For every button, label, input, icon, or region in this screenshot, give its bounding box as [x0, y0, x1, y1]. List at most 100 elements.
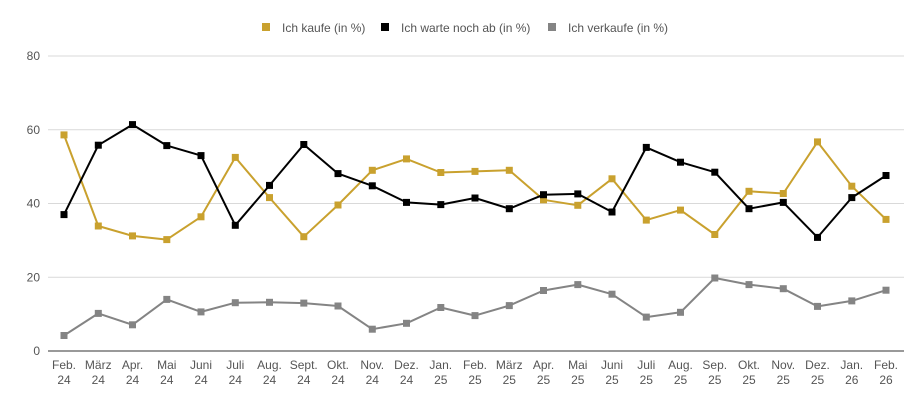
legend-label: Ich kaufe (in %): [282, 21, 365, 35]
x-tick-label-year: 26: [879, 373, 893, 387]
data-point[interactable]: [677, 158, 684, 166]
legend-item[interactable]: Ich warte noch ab (in %): [381, 21, 530, 35]
data-point[interactable]: [266, 181, 273, 189]
x-tick-label-month: Jan.: [429, 358, 452, 372]
data-point[interactable]: [197, 308, 205, 316]
data-point[interactable]: [437, 201, 445, 209]
data-point[interactable]: [334, 201, 342, 209]
data-point[interactable]: [368, 166, 376, 174]
data-point[interactable]: [882, 215, 890, 223]
data-point[interactable]: [197, 152, 205, 160]
data-point[interactable]: [471, 167, 479, 175]
data-point[interactable]: [94, 141, 102, 149]
data-point[interactable]: [129, 232, 136, 240]
x-tick-label-month: Jan.: [840, 358, 863, 372]
data-point[interactable]: [711, 168, 719, 176]
y-tick-label: 0: [33, 344, 40, 358]
data-point[interactable]: [266, 194, 273, 202]
data-point[interactable]: [848, 297, 856, 305]
x-tick-label-month: Juli: [226, 358, 244, 372]
x-tick-label-year: 25: [503, 373, 517, 387]
data-point[interactable]: [505, 166, 513, 174]
y-axis-ticks: 0 20 40 60 80: [27, 49, 41, 358]
data-point[interactable]: [403, 198, 410, 206]
data-point[interactable]: [574, 201, 582, 209]
data-point[interactable]: [848, 194, 856, 202]
data-point[interactable]: [642, 143, 650, 151]
data-point[interactable]: [471, 194, 479, 202]
data-point[interactable]: [779, 198, 787, 206]
data-point[interactable]: [505, 302, 513, 310]
data-point[interactable]: [163, 236, 171, 244]
legend-item[interactable]: Ich verkaufe (in %): [548, 21, 668, 35]
data-point[interactable]: [197, 213, 205, 221]
x-tick-label-month: Mai: [157, 358, 176, 372]
data-point[interactable]: [231, 153, 239, 161]
data-point[interactable]: [608, 290, 616, 298]
data-point[interactable]: [779, 190, 787, 197]
data-point[interactable]: [94, 309, 102, 317]
data-point[interactable]: [608, 175, 616, 183]
data-point[interactable]: [94, 222, 102, 230]
data-point[interactable]: [814, 138, 821, 146]
data-point[interactable]: [814, 233, 821, 241]
data-point[interactable]: [300, 141, 308, 148]
data-point[interactable]: [745, 187, 753, 195]
data-point[interactable]: [163, 295, 171, 303]
data-point[interactable]: [642, 313, 650, 321]
legend-item[interactable]: Ich kaufe (in %): [262, 21, 365, 35]
data-point[interactable]: [163, 142, 171, 150]
x-tick-label-year: 24: [263, 373, 277, 387]
series-line: [63, 277, 887, 337]
legend[interactable]: Ich kaufe (in %) Ich warte noch ab (in %)…: [262, 21, 668, 35]
data-point[interactable]: [779, 285, 787, 293]
data-point[interactable]: [231, 299, 239, 307]
data-point[interactable]: [334, 302, 342, 310]
data-point[interactable]: [437, 169, 445, 176]
data-point[interactable]: [882, 172, 890, 179]
data-point[interactable]: [677, 206, 684, 214]
y-tick-label: 40: [27, 197, 41, 211]
series-lines: [60, 121, 890, 339]
legend-swatch: [262, 23, 270, 31]
series-line: [63, 123, 887, 239]
data-point[interactable]: [300, 233, 308, 241]
x-tick-label-year: 24: [194, 373, 208, 387]
data-point[interactable]: [642, 216, 650, 224]
data-point[interactable]: [574, 190, 582, 198]
data-point[interactable]: [231, 221, 239, 229]
data-point[interactable]: [540, 287, 547, 294]
data-point[interactable]: [848, 182, 856, 190]
data-point[interactable]: [540, 191, 547, 199]
data-point[interactable]: [60, 131, 68, 139]
data-point[interactable]: [129, 121, 136, 129]
x-tick-label-month: März: [85, 358, 112, 372]
data-point[interactable]: [745, 205, 753, 213]
data-point[interactable]: [403, 319, 410, 327]
data-point[interactable]: [334, 170, 342, 178]
data-point[interactable]: [711, 274, 719, 282]
data-point[interactable]: [711, 231, 719, 238]
data-point[interactable]: [403, 155, 410, 163]
data-point[interactable]: [814, 302, 821, 310]
data-point[interactable]: [60, 211, 68, 219]
data-point[interactable]: [574, 281, 582, 289]
data-point[interactable]: [437, 304, 445, 311]
data-point[interactable]: [540, 196, 547, 204]
data-point[interactable]: [608, 208, 616, 216]
data-point[interactable]: [368, 182, 376, 190]
x-tick-label-month: Mai: [568, 358, 587, 372]
data-point[interactable]: [60, 332, 68, 339]
data-point[interactable]: [368, 325, 376, 333]
data-point[interactable]: [505, 205, 513, 213]
data-point[interactable]: [882, 286, 890, 294]
data-point[interactable]: [266, 298, 273, 306]
data-point[interactable]: [745, 281, 753, 289]
x-tick-label-year: 25: [537, 373, 551, 387]
data-point[interactable]: [677, 308, 684, 316]
data-point[interactable]: [129, 321, 136, 329]
data-point[interactable]: [300, 299, 308, 307]
data-point[interactable]: [471, 312, 479, 320]
